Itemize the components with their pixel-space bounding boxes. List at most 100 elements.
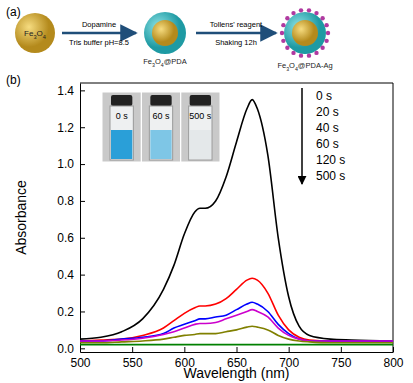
tick-label: 0.8: [57, 194, 74, 208]
step-arrow: [196, 32, 276, 35]
vial-cap: [150, 95, 171, 106]
plot-frame: [393, 83, 394, 352]
step-above: Dopamine: [82, 20, 116, 29]
vial-body: [189, 106, 212, 160]
y-tick: 1.2: [57, 121, 85, 135]
legend-arrow: [301, 88, 303, 184]
tick-mark: [80, 275, 85, 276]
ag-particle: [326, 31, 330, 35]
core-sphere: [152, 20, 178, 46]
tick-mark: [80, 238, 85, 239]
tick-mark: [80, 164, 85, 165]
plot-lines: [80, 100, 393, 345]
shell-sphere: [144, 12, 186, 54]
tick-mark: [80, 201, 85, 202]
ag-particle: [299, 53, 303, 57]
vial-liquid: [190, 130, 211, 159]
vial-liquid: [150, 130, 171, 159]
tick-mark: [341, 347, 342, 352]
tick-mark: [80, 90, 85, 91]
vial-body: [110, 106, 133, 160]
y-tick: 0.2: [57, 305, 85, 319]
core-sphere: [292, 20, 318, 46]
spectrum-line: [80, 326, 393, 343]
tick-label: 0.6: [57, 231, 74, 245]
tick-label: 1.0: [57, 157, 74, 171]
legend-label: 120 s: [316, 153, 345, 167]
inset-label: 500 s: [189, 111, 212, 121]
ag-particle: [314, 11, 318, 15]
ag-particle: [281, 23, 285, 27]
tick-label: 0.4: [57, 268, 74, 282]
spectrum-line: [80, 310, 393, 341]
tick-mark: [184, 347, 185, 352]
spectrum-line: [80, 278, 393, 341]
legend-label: 0 s: [316, 89, 332, 103]
ag-particle: [281, 39, 285, 43]
y-tick: 1.0: [57, 157, 85, 171]
tick-label: 1.4: [57, 84, 74, 98]
x-tick: 800: [383, 347, 403, 370]
ag-particle: [314, 51, 318, 55]
tick-label: 800: [383, 356, 403, 370]
tick-label: 0.0: [57, 342, 74, 356]
core-sphere: [15, 13, 55, 53]
photo-panel: [102, 92, 141, 162]
tick-mark: [80, 311, 85, 312]
photo-panel: [181, 92, 220, 162]
tick-label: 550: [123, 356, 143, 370]
tick-label: 0.2: [57, 305, 74, 319]
node-label: Fe3O4@PDA: [143, 57, 187, 68]
ag-particle: [299, 8, 303, 12]
inset-label: 0 s: [116, 111, 129, 121]
photo-panel: [141, 92, 180, 162]
y-axis: 0.0 0.2 0.4 0.6 0.8 1.0 1.2 1.4: [57, 84, 85, 356]
legend-label: 20 s: [316, 105, 339, 119]
spectrum-line: [80, 302, 393, 341]
tick-mark: [80, 127, 85, 128]
tick-mark: [289, 347, 290, 352]
vial-liquid: [111, 130, 132, 159]
y-tick: 0.0: [57, 342, 85, 356]
ag-particle: [307, 53, 311, 57]
x-tick: 550: [123, 347, 143, 370]
ag-particle: [307, 8, 311, 12]
vial-cap: [111, 95, 132, 106]
ag-particle: [291, 11, 295, 15]
inset-label: 60 s: [152, 111, 170, 121]
step-above: Tollens' reagent: [210, 20, 263, 29]
spectrum-line: [80, 100, 393, 341]
tick-mark: [237, 347, 238, 352]
tick-mark: [80, 348, 85, 349]
step-below: Shaking 12h: [215, 38, 257, 47]
y-tick: 1.4: [57, 84, 85, 98]
inset-photo: 0 s 60 s 500 s: [102, 92, 220, 162]
spectrum-line: [80, 344, 393, 346]
tick-mark: [393, 347, 394, 352]
node-label: Fe3O4: [24, 29, 46, 40]
tick-label: 1.2: [57, 121, 74, 135]
y-tick: 0.4: [57, 268, 85, 282]
shell-sphere: [284, 12, 326, 54]
tick-label: 500: [70, 356, 90, 370]
legend-label: 40 s: [316, 121, 339, 135]
y-tick: 0.8: [57, 194, 85, 208]
step-arrow: [62, 32, 136, 35]
ag-particle: [285, 46, 289, 50]
axis-line: [81, 352, 394, 353]
x-axis-title: Wavelength (nm): [183, 365, 289, 381]
ag-particle: [324, 23, 328, 27]
ag-particle: [291, 51, 295, 55]
tick-mark: [132, 347, 133, 352]
ag-particle: [320, 46, 324, 50]
ag-particle: [280, 31, 284, 35]
vial-body: [149, 106, 172, 160]
photo-background: [102, 92, 220, 162]
node-label: Fe3O4@PDA-Ag: [277, 61, 332, 72]
y-axis-title: Absorbance: [13, 180, 29, 255]
legend-label: 60 s: [316, 137, 339, 151]
x-tick: 750: [331, 347, 351, 370]
ag-particle: [285, 16, 289, 20]
panel-label: (a): [6, 5, 21, 19]
figure: (a)Fe3O4Fe3O4@PDAFe3O4@PDA-AgDopamineTri…: [0, 0, 413, 383]
